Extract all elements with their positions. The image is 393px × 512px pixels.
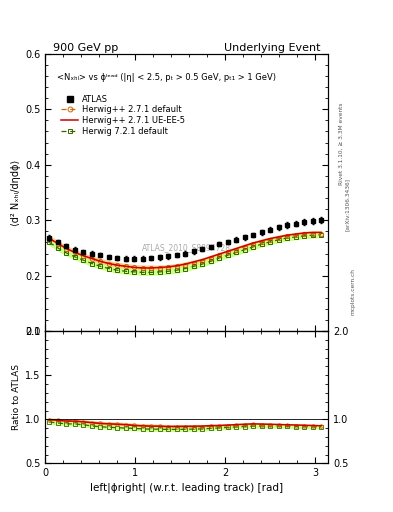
Text: <Nₓₕₗ> vs ϕˡᵉᵃᵈ (|η| < 2.5, pₜ > 0.5 GeV, pₜ₁ > 1 GeV): <Nₓₕₗ> vs ϕˡᵉᵃᵈ (|η| < 2.5, pₜ > 0.5 GeV… [57, 73, 275, 82]
Text: 900 GeV pp: 900 GeV pp [53, 42, 118, 53]
Text: mcplots.cern.ch: mcplots.cern.ch [351, 268, 356, 315]
Text: ATLAS_2010_S8894728: ATLAS_2010_S8894728 [142, 244, 231, 252]
Legend: ATLAS, Herwig++ 2.7.1 default, Herwig++ 2.7.1 UE-EE-5, Herwig 7.2.1 default: ATLAS, Herwig++ 2.7.1 default, Herwig++ … [58, 91, 188, 139]
Y-axis label: Ratio to ATLAS: Ratio to ATLAS [12, 365, 21, 430]
Y-axis label: ⟨d² Nₓₕₗ/dηdϕ⟩: ⟨d² Nₓₕₗ/dηdϕ⟩ [11, 159, 21, 226]
X-axis label: left|ϕright| (w.r.t. leading track) [rad]: left|ϕright| (w.r.t. leading track) [rad… [90, 482, 283, 493]
Text: Underlying Event: Underlying Event [224, 42, 320, 53]
Text: Rivet 3.1.10, ≥ 3.3M events: Rivet 3.1.10, ≥ 3.3M events [339, 102, 344, 185]
Text: [arXiv:1306.3436]: [arXiv:1306.3436] [345, 178, 350, 231]
